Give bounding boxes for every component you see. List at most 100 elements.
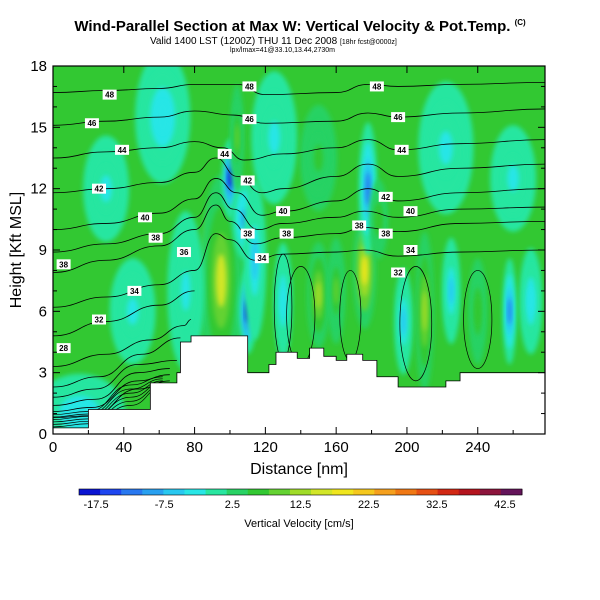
isentrope-label-text: 46 bbox=[394, 113, 403, 122]
colorbar-frame bbox=[78, 488, 523, 496]
x-axis-label: Distance [nm] bbox=[250, 461, 348, 478]
isentrope-label-text: 38 bbox=[151, 234, 160, 243]
isentrope-label: 40 bbox=[276, 206, 291, 217]
isentrope-label-text: 38 bbox=[59, 260, 68, 269]
isentrope-label-text: 38 bbox=[243, 230, 252, 239]
isentrope-34 bbox=[53, 233, 545, 308]
velocity-cell bbox=[68, 403, 92, 424]
isentrope-low bbox=[53, 380, 163, 420]
colorbar-label: Vertical Velocity [cm/s] bbox=[244, 518, 353, 530]
isentrope-44 bbox=[53, 139, 545, 161]
isentrope-label-text: 28 bbox=[59, 344, 68, 353]
isentrope-36 bbox=[53, 204, 545, 273]
terrain bbox=[53, 335, 545, 434]
isentrope-label: 42 bbox=[92, 183, 107, 194]
isentrope-label-text: 44 bbox=[397, 146, 406, 155]
isentrope-label-text: 34 bbox=[130, 287, 139, 296]
colorbar-swatch bbox=[416, 489, 439, 495]
isentrope-label-text: 42 bbox=[243, 176, 252, 185]
colorbar-swatch bbox=[226, 489, 249, 495]
x-tick-label: 40 bbox=[115, 439, 132, 456]
isentrope-label-text: 32 bbox=[95, 316, 104, 325]
isentrope-label: 34 bbox=[254, 253, 269, 264]
isentrope-label: 46 bbox=[242, 114, 257, 125]
colorbar-swatch bbox=[311, 489, 333, 495]
isentrope-label-text: 40 bbox=[406, 207, 415, 216]
x-tick-label: 120 bbox=[253, 439, 278, 456]
x-tick-label: 200 bbox=[394, 439, 419, 456]
isentrope-label-text: 34 bbox=[406, 246, 415, 255]
colorbar-swatch bbox=[437, 489, 460, 495]
colorbar-swatch bbox=[205, 489, 228, 495]
velocity-cell bbox=[376, 209, 381, 230]
velocity-cell bbox=[227, 168, 232, 189]
isentrope-label-text: 48 bbox=[105, 91, 114, 100]
isentrope-label-text: 46 bbox=[245, 115, 254, 124]
isentrope-label: 38 bbox=[352, 220, 367, 231]
y-tick-label: 12 bbox=[30, 181, 47, 198]
isentrope-label: 38 bbox=[240, 228, 255, 239]
colorbar-swatch bbox=[289, 489, 312, 495]
isentrope-loop bbox=[399, 266, 433, 382]
velocity-cell bbox=[475, 298, 481, 325]
isentrope-label: 34 bbox=[127, 285, 142, 296]
isentrope-label-text: 44 bbox=[118, 146, 127, 155]
velocity-cell bbox=[126, 298, 139, 325]
isentrope-label: 38 bbox=[56, 259, 71, 270]
velocity-cell bbox=[507, 298, 512, 325]
y-tick-label: 6 bbox=[39, 303, 47, 320]
isentrope-loop bbox=[463, 270, 493, 369]
y-tick-label: 3 bbox=[39, 365, 47, 382]
velocity-cell bbox=[333, 277, 339, 305]
isentrope-label-text: 38 bbox=[381, 230, 390, 239]
isentrope-label: 36 bbox=[176, 247, 191, 258]
isentrope-label: 38 bbox=[279, 228, 294, 239]
isentrope-label-text: 32 bbox=[394, 268, 403, 277]
isentrope-label-text: 34 bbox=[257, 254, 266, 263]
y-tick-label: 0 bbox=[39, 426, 47, 443]
isentrope-label: 46 bbox=[391, 112, 406, 123]
isentrope-label: 32 bbox=[92, 314, 107, 325]
colorbar-swatch bbox=[374, 489, 396, 495]
colorbar-swatch bbox=[247, 489, 270, 495]
colorbar-swatch bbox=[479, 489, 502, 495]
colorbar-tick-label: -17.5 bbox=[83, 499, 108, 511]
colorbar-tick-label: 2.5 bbox=[225, 499, 240, 511]
copyright-mark: (C) bbox=[514, 18, 526, 27]
x-tick-label: 240 bbox=[465, 439, 490, 456]
chart-subtitle-detail: lpx/lmax=41@33.10,13.44,2730m bbox=[230, 47, 335, 54]
colorbar-tick-label: 22.5 bbox=[358, 499, 379, 511]
velocity-cell bbox=[448, 277, 454, 305]
isentrope-label: 42 bbox=[378, 191, 393, 202]
velocity-cell bbox=[181, 270, 191, 311]
isentrope-48 bbox=[53, 81, 545, 96]
y-axis-label: Height [Kft MSL] bbox=[8, 192, 25, 309]
colorbar-swatch bbox=[268, 489, 291, 495]
velocity-cell bbox=[422, 291, 427, 332]
isentrope-label: 28 bbox=[56, 343, 71, 354]
x-tick-label: 0 bbox=[49, 439, 57, 456]
colorbar-tick-label: 42.5 bbox=[494, 499, 515, 511]
colorbar: -17.5 -7.5 2.5 12.5 22.5 32.5 42.5 bbox=[78, 488, 523, 511]
isentrope-31 bbox=[53, 319, 192, 367]
isentrope-46 bbox=[53, 108, 545, 126]
isentrope-label: 44 bbox=[115, 144, 130, 155]
isentrope-label-text: 40 bbox=[279, 207, 288, 216]
isentrope-28 bbox=[53, 368, 170, 406]
velocity-field bbox=[53, 66, 543, 434]
isentrope-label: 38 bbox=[378, 228, 393, 239]
colorbar-swatch bbox=[353, 489, 375, 495]
isentrope-label-text: 40 bbox=[141, 213, 150, 222]
isentrope-label: 46 bbox=[84, 118, 99, 129]
velocity-cell bbox=[313, 144, 324, 172]
isentrope-label-text: 46 bbox=[87, 119, 96, 128]
colorbar-tick-label: 32.5 bbox=[426, 499, 447, 511]
y-tick-label: 18 bbox=[30, 58, 47, 75]
velocity-cell bbox=[280, 286, 286, 316]
colorbar-swatch bbox=[142, 489, 164, 495]
isentrope-42 bbox=[53, 157, 545, 194]
x-tick-label: 80 bbox=[186, 439, 203, 456]
chart-title: Wind-Parallel Section at Max W: Vertical… bbox=[74, 18, 526, 35]
colorbar-swatch bbox=[100, 489, 122, 495]
